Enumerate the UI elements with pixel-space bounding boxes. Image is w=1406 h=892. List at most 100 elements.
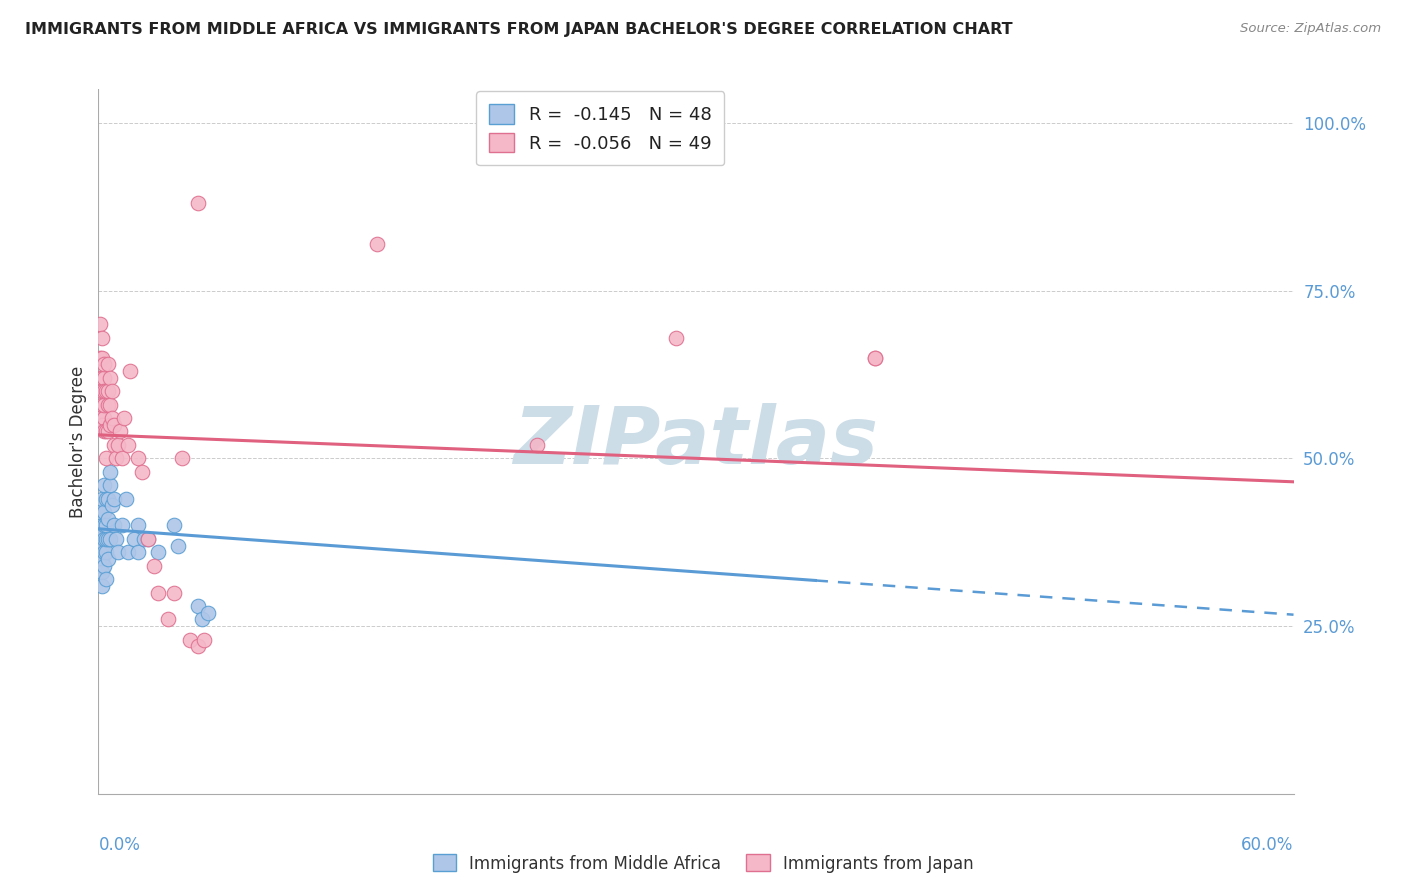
Point [96, 491, 118, 506]
Point [93, 532, 115, 546]
Point [98, 465, 122, 479]
Point [93, 398, 115, 412]
Text: ZIPatlas: ZIPatlas [513, 402, 879, 481]
Point [93, 371, 115, 385]
Y-axis label: Bachelor's Degree: Bachelor's Degree [69, 366, 87, 517]
Point [134, 532, 156, 546]
Point [96, 572, 118, 586]
Point [89, 351, 111, 365]
Point [131, 465, 153, 479]
Point [91, 579, 114, 593]
Point [91, 417, 114, 432]
Point [97, 384, 120, 399]
Point [96, 451, 118, 466]
Text: 60.0%: 60.0% [1241, 836, 1294, 855]
Point [101, 384, 124, 399]
Point [91, 552, 114, 566]
Point [111, 451, 134, 466]
Point [127, 518, 149, 533]
Point [110, 425, 132, 439]
Point [107, 438, 129, 452]
Text: Source: ZipAtlas.com: Source: ZipAtlas.com [1240, 22, 1381, 36]
Point [91, 491, 114, 506]
Point [103, 438, 125, 452]
Point [93, 478, 115, 492]
Point [93, 384, 115, 399]
Point [157, 612, 180, 626]
Point [89, 532, 111, 546]
Point [98, 417, 122, 432]
Point [91, 398, 114, 412]
Point [89, 518, 111, 533]
Point [91, 371, 114, 385]
Point [97, 552, 120, 566]
Point [97, 357, 120, 371]
Legend: Immigrants from Middle Africa, Immigrants from Japan: Immigrants from Middle Africa, Immigrant… [426, 847, 980, 880]
Point [187, 639, 209, 653]
Point [117, 438, 139, 452]
Point [103, 518, 125, 533]
Point [366, 236, 388, 251]
Point [103, 491, 125, 506]
Point [101, 498, 124, 512]
Point [865, 351, 887, 365]
Point [91, 539, 114, 553]
Point [107, 545, 129, 559]
Point [187, 599, 209, 613]
Point [98, 398, 122, 412]
Point [89, 558, 111, 573]
Point [187, 196, 209, 211]
Point [89, 411, 111, 425]
Point [127, 545, 149, 559]
Point [105, 532, 128, 546]
Point [172, 451, 194, 466]
Legend: R =  -0.145   N = 48, R =  -0.056   N = 49: R = -0.145 N = 48, R = -0.056 N = 49 [477, 91, 724, 165]
Point [124, 532, 146, 546]
Point [91, 566, 114, 580]
Point [89, 317, 111, 331]
Point [96, 384, 118, 399]
Point [103, 417, 125, 432]
Point [167, 539, 190, 553]
Point [93, 518, 115, 533]
Point [93, 425, 115, 439]
Point [96, 545, 118, 559]
Point [127, 451, 149, 466]
Point [97, 398, 120, 412]
Point [91, 330, 114, 344]
Point [97, 491, 120, 506]
Point [91, 525, 114, 540]
Point [111, 518, 134, 533]
Point [117, 545, 139, 559]
Point [97, 532, 120, 546]
Point [526, 438, 548, 452]
Point [136, 532, 159, 546]
Point [191, 612, 214, 626]
Point [665, 330, 688, 344]
Point [93, 558, 115, 573]
Point [101, 411, 124, 425]
Point [163, 518, 186, 533]
Point [197, 606, 219, 620]
Point [97, 425, 120, 439]
Point [89, 505, 111, 519]
Point [193, 632, 215, 647]
Point [96, 532, 118, 546]
Point [148, 545, 170, 559]
Point [93, 411, 115, 425]
Point [115, 491, 138, 506]
Point [91, 351, 114, 365]
Point [98, 371, 122, 385]
Text: 0.0%: 0.0% [98, 836, 141, 855]
Point [97, 512, 120, 526]
Point [98, 532, 122, 546]
Point [148, 585, 170, 599]
Point [93, 505, 115, 519]
Point [91, 384, 114, 399]
Point [89, 545, 111, 559]
Point [93, 357, 115, 371]
Point [93, 545, 115, 559]
Point [136, 532, 159, 546]
Point [143, 558, 166, 573]
Point [98, 478, 122, 492]
